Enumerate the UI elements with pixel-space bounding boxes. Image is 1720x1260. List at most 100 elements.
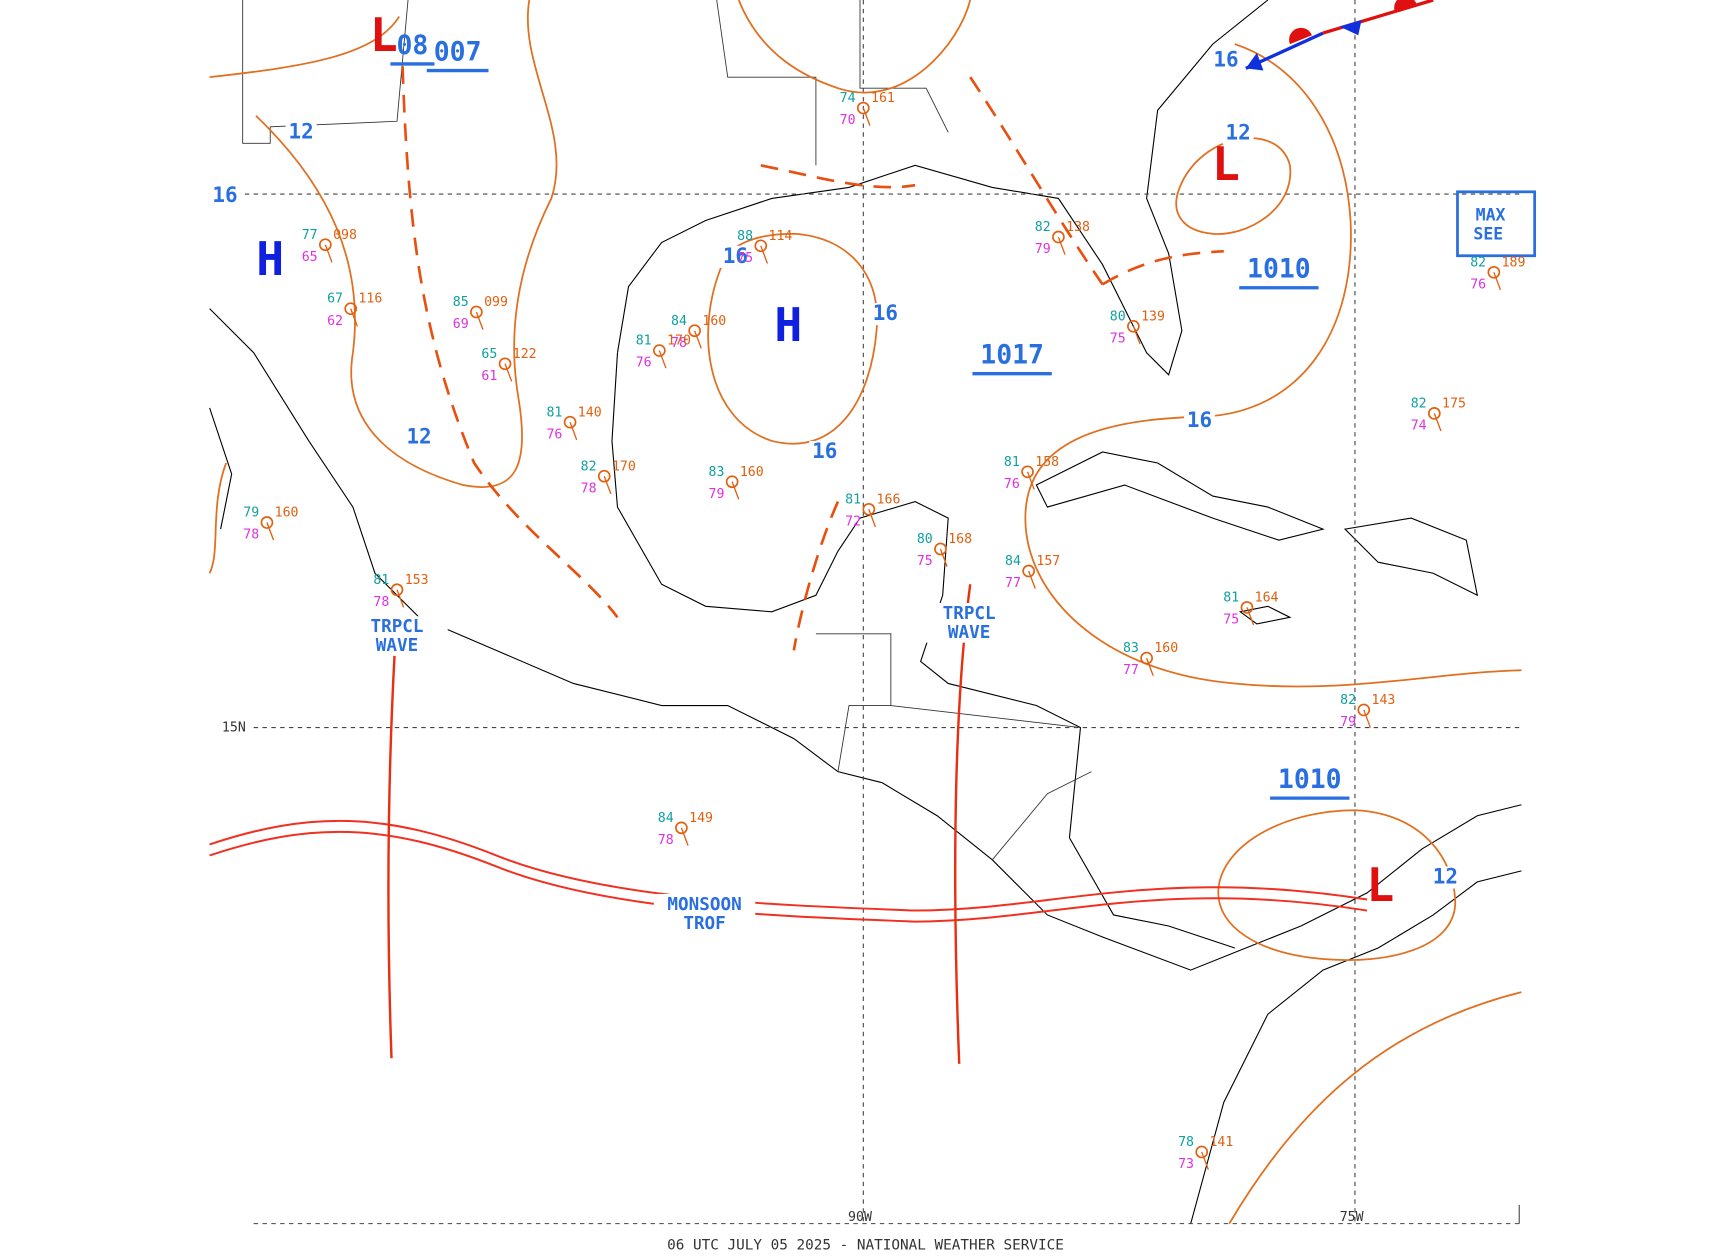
surface-trough [401,66,619,619]
front-line [1322,0,1434,35]
wind-barb [504,363,513,382]
temperature: 82 [1470,255,1486,270]
isobar-label: 16 [812,439,837,463]
surface-trough [760,164,916,189]
south-america [1190,870,1522,1224]
temperature: 81 [845,492,861,507]
low-symbol: L [1212,137,1240,191]
wind-barb [1057,236,1066,255]
temperature: 84 [1005,554,1021,569]
pacific-coast [209,308,1522,971]
pressure: 141 [1209,1135,1233,1150]
label-bg [285,121,317,144]
dewpoint: 76 [1470,277,1486,292]
station-marker [597,469,611,483]
wind-barb [1028,570,1036,589]
front-semicircle [1289,0,1417,45]
temperature: 74 [840,91,856,106]
temperature: 78 [1178,1135,1194,1150]
temperature: 84 [671,314,687,329]
temperature: 82 [581,459,597,474]
wind-barb [1145,657,1154,676]
station-marker [754,239,768,253]
high-symbol: H [774,298,802,352]
high-symbol: H [256,232,284,286]
pressure: 160 [740,465,764,480]
pressure: 160 [702,314,726,329]
station-marker [260,516,274,529]
feature-label: TROF [683,914,725,934]
wind-barb [680,827,689,846]
feature-label: WAVE [948,623,990,643]
temperature: 84 [658,811,674,826]
isobar-label: 16 [1213,48,1238,72]
isobar [208,462,227,574]
label-bg [653,894,756,934]
front-triangle [1245,19,1362,71]
temperature: 83 [708,465,724,480]
pressure: 168 [948,532,972,547]
temperature: 81 [1004,455,1020,470]
label-bg [869,303,901,326]
station-marker [498,357,512,371]
dewpoint: 78 [671,336,687,351]
temperature: 81 [636,334,652,349]
pressure: 139 [1141,309,1165,324]
monsoon-trough [209,819,1368,923]
station-marker [344,302,358,315]
wind-barb [1026,471,1035,490]
pressure: 175 [1442,396,1466,411]
dewpoint: 77 [1123,663,1139,678]
dewpoint: 70 [840,113,856,128]
central-pressure: 08 [397,30,429,61]
tropical-waves [387,584,972,1064]
wind-barb [731,481,740,500]
station-marker [675,821,688,835]
footer: 06 UTC JULY 05 2025 - NATIONAL WEATHER S… [667,1238,1064,1254]
dewpoint: 65 [302,250,318,265]
coastlines [209,0,1522,1224]
station-marker [1022,564,1035,578]
box-label: SEE [1473,224,1503,243]
dewpoint: 77 [1005,576,1021,591]
grid [209,0,1522,1225]
pressure: 160 [275,506,299,521]
pressure: 153 [405,573,429,588]
label-bg [1210,49,1242,72]
isobar-label: 16 [212,183,237,207]
grid-label: 75W [1340,1210,1364,1225]
wind-barb [1493,272,1502,291]
label-bg [209,185,241,208]
central-pressure: 007 [434,36,482,67]
low-symbol: L [1366,858,1394,912]
cold-front [1245,0,1434,71]
pressure: 189 [1502,255,1526,270]
pressure: 166 [877,492,901,507]
station-marker [1127,319,1140,333]
pressure: 116 [358,292,382,307]
temperature: 67 [327,292,343,307]
dewpoint: 78 [243,528,259,543]
dewpoint: 78 [581,481,597,496]
pressure: 170 [612,459,636,474]
dewpoint: 69 [453,317,469,332]
label-bg [403,426,435,449]
temperature: 82 [1035,220,1051,235]
isobar-label: 12 [1226,120,1251,144]
wind-barb [603,475,612,495]
mexico-gulf-coast [611,352,1235,949]
temperature: 88 [737,229,753,244]
label-bg [809,440,841,463]
feature-label: TRPCL [943,604,996,624]
wind-barb [694,330,702,349]
wind-barb [1363,709,1372,728]
wind-barb [1132,326,1141,345]
grid-label: 90W [848,1210,872,1225]
isobar [1024,43,1522,688]
station-marker [688,324,701,338]
wind-barb [1246,607,1255,626]
isobar-label: 12 [288,119,313,143]
hispaniola [1343,517,1479,597]
station-marker [934,542,947,556]
